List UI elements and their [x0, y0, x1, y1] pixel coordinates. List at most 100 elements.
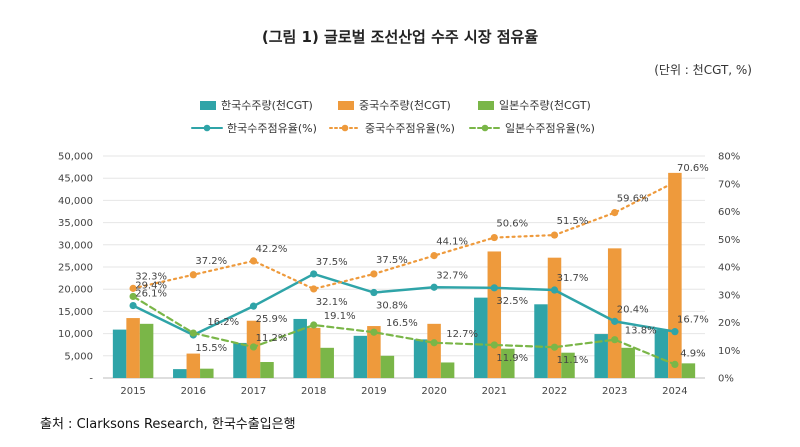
- x-tick-2021: 2021: [482, 386, 507, 397]
- label-s1-2018: 32.1%: [316, 297, 348, 308]
- right-tick-8: 80%: [718, 152, 740, 163]
- x-tick-2019: 2019: [361, 386, 386, 397]
- legend-label-line-1: 중국수주점유율(%): [365, 122, 455, 135]
- x-tick-2020: 2020: [421, 386, 446, 397]
- x-tick-2023: 2023: [602, 386, 627, 397]
- legend-swatch-bar-0: [200, 101, 216, 110]
- label-s2-2024: 4.9%: [680, 348, 705, 359]
- right-tick-4: 40%: [718, 263, 740, 274]
- left-tick-8: 40,000: [58, 196, 93, 207]
- marker-s1-2023: [611, 209, 619, 217]
- marker-s0-2015: [129, 301, 137, 310]
- label-s1-2020: 44.1%: [436, 237, 468, 248]
- label-s0-2016: 15.5%: [195, 343, 227, 354]
- legend-label-bar-1: 중국수주량(천CGT): [359, 98, 451, 112]
- right-tick-2: 20%: [718, 318, 740, 329]
- bar-series: [112, 172, 696, 378]
- bar-s0-2016: [173, 369, 187, 378]
- label-s2-2021: 11.9%: [496, 353, 528, 364]
- line-series-0: [131, 272, 677, 337]
- bar-s0-2018: [293, 318, 307, 378]
- source-note: 출처 : Clarksons Research, 한국수출입은행: [40, 416, 296, 432]
- x-tick-2022: 2022: [542, 386, 567, 397]
- label-s0-2023: 20.4%: [617, 304, 649, 315]
- left-tick-7: 35,000: [58, 218, 93, 229]
- x-axis-ticks: 2015 2016 2017 2018 2019 2020 2021 2022 2023 2024: [120, 386, 687, 397]
- right-tick-5: 50%: [718, 235, 740, 246]
- marker-s2-2016: [189, 329, 197, 337]
- bar-s2-2024: [681, 363, 696, 378]
- marker-s1-2020: [430, 252, 438, 260]
- chart-title: (그림 1) 글로벌 조선산업 수주 시장 점유율: [262, 28, 538, 46]
- bar-s0-2022: [534, 304, 548, 378]
- left-tick-6: 30,000: [58, 240, 93, 251]
- unit-note: (단위 : 천CGT, %): [654, 62, 752, 77]
- right-tick-1: 10%: [718, 346, 740, 357]
- x-tick-2017: 2017: [241, 386, 266, 397]
- legend-label-line-0: 한국수주점유율(%): [227, 122, 317, 135]
- bar-s2-2021: [501, 348, 515, 378]
- label-s2-2016: 16.2%: [207, 317, 239, 328]
- legend: 한국수주량(천CGT) 중국수주량(천CGT) 일본수주량(천CGT) 한국수주점유율…: [191, 98, 595, 135]
- bar-s0-2015: [112, 329, 127, 378]
- bar-s0-2023: [594, 334, 608, 378]
- label-s0-2022: 31.7%: [557, 273, 589, 284]
- left-tick-0: -: [89, 374, 93, 385]
- marker-s0-2020: [430, 283, 438, 291]
- gridlines: [103, 155, 705, 379]
- bar-s1-2018: [306, 327, 321, 378]
- x-tick-2015: 2015: [120, 386, 145, 397]
- bar-s1-2023: [607, 248, 622, 378]
- label-s2-2023: 13.8%: [625, 326, 657, 337]
- x-tick-2024: 2024: [662, 386, 687, 397]
- bar-s1-2015: [126, 318, 140, 378]
- marker-s2-2023: [611, 336, 619, 344]
- bar-s0-2024: [654, 330, 669, 378]
- left-tick-10: 50,000: [58, 152, 93, 163]
- marker-s0-2024: [671, 328, 679, 336]
- label-s1-2019: 37.5%: [376, 255, 408, 266]
- marker-s1-2017: [249, 257, 258, 265]
- label-s2-2022: 11.1%: [557, 355, 589, 366]
- line-series-2: [132, 295, 677, 366]
- data-labels: 26.1% 15.5% 25.9% 37.5% 30.8% 32.7% 32.5% 31.7%…: [135, 163, 709, 366]
- line-series: [129, 178, 679, 369]
- bar-s1-2020: [427, 323, 441, 378]
- bar-s0-2017: [233, 342, 247, 378]
- bar-s2-2015: [139, 323, 154, 378]
- marker-s1-2021: [490, 233, 498, 242]
- right-axis-ticks: 0% 10% 20% 30% 40% 50% 60% 70% 80%: [718, 152, 740, 385]
- left-tick-5: 25,000: [58, 263, 93, 274]
- right-tick-6: 60%: [718, 207, 740, 218]
- bar-s2-2018: [320, 347, 334, 378]
- right-tick-3: 30%: [718, 290, 740, 301]
- left-axis-ticks: - 5,000 10,000 15,000 20,000 25,000 30,000 35,0…: [58, 152, 93, 385]
- left-tick-4: 20,000: [58, 285, 93, 296]
- marker-s1-2019: [370, 270, 378, 278]
- legend-label-bar-2: 일본수주량(천CGT): [499, 98, 591, 112]
- left-tick-3: 15,000: [58, 307, 93, 318]
- label-s1-2017: 42.2%: [256, 244, 288, 255]
- label-s0-2017: 25.9%: [256, 314, 288, 325]
- label-s2-2017: 11.2%: [256, 333, 288, 344]
- marker-s1-2016: [189, 271, 197, 279]
- bar-s2-2020: [440, 362, 455, 378]
- label-s0-2021: 32.5%: [496, 296, 528, 307]
- right-tick-7: 70%: [718, 179, 740, 190]
- legend-label-line-2: 일본수주점유율(%): [505, 121, 595, 135]
- marker-s0-2017: [249, 302, 258, 310]
- bar-s1-2021: [487, 251, 502, 378]
- legend-marker-2: [481, 124, 489, 132]
- bar-s1-2019: [367, 326, 381, 378]
- line-series-1: [132, 180, 677, 291]
- label-s1-2023: 59.6%: [617, 194, 649, 205]
- bar-s2-2022: [561, 352, 575, 378]
- marker-s0-2022: [550, 286, 559, 294]
- label-s2-2018: 19.1%: [324, 311, 356, 322]
- legend-swatch-bar-2: [478, 101, 494, 110]
- legend-marker-0: [203, 124, 211, 132]
- marker-s2-2019: [370, 328, 378, 336]
- label-s0-2020: 32.7%: [436, 270, 468, 281]
